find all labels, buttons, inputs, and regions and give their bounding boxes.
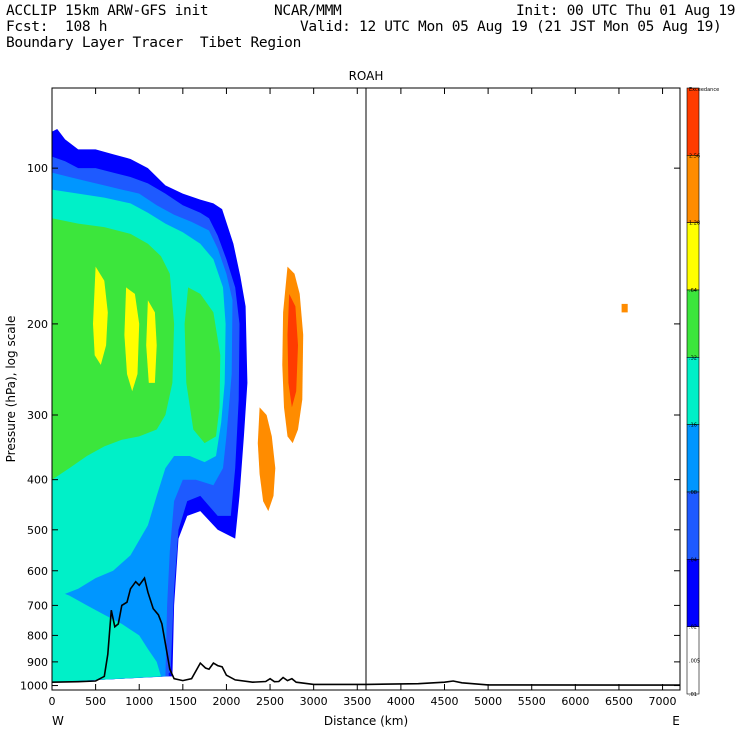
tracer-contour-fills — [52, 129, 628, 683]
model-title: ACCLIP 15km ARW-GFS init — [6, 3, 209, 19]
colorbar-label: Exceedance — [689, 87, 719, 93]
y-tick-label: 400 — [27, 474, 48, 487]
east-label: E — [672, 714, 680, 728]
y-axis-label: Pressure (hPa), log scale — [4, 316, 18, 463]
colorbar-swatch — [686, 491, 700, 560]
colorbar-swatch — [686, 626, 700, 695]
x-tick-label: 0 — [49, 695, 56, 708]
x-tick-label: 3500 — [343, 695, 371, 708]
y-tick-label: 900 — [27, 656, 48, 669]
y-tick-label: 700 — [27, 599, 48, 612]
y-tick-label: 500 — [27, 524, 48, 537]
y-tick-label: 600 — [27, 565, 48, 578]
x-axis-label: Distance (km) — [324, 714, 408, 728]
x-tick-label: 6500 — [605, 695, 633, 708]
tracer-region-13 — [257, 407, 276, 512]
chart-title: ROAH — [349, 69, 384, 83]
colorbar-swatch — [686, 424, 700, 493]
tracer-region-11 — [146, 300, 157, 383]
colorbar-label: .02 — [689, 625, 697, 631]
colorbar-label: .005 — [689, 658, 700, 664]
tracer-region-14 — [621, 303, 628, 313]
tracer-region-8 — [184, 287, 221, 444]
colorbar-label: .32 — [689, 355, 697, 361]
y-axis-ticks: 100 200 300 400 500 600 700 800 900 1000 — [20, 162, 680, 693]
colorbar-swatch — [686, 222, 700, 291]
x-tick-label: 2500 — [256, 695, 284, 708]
colorbar-label: .16 — [689, 423, 697, 429]
valid-time: Valid: 12 UTC Mon 05 Aug 19 (21 JST Mon … — [300, 19, 722, 35]
x-tick-label: 7000 — [649, 695, 677, 708]
y-tick-label: 200 — [27, 318, 48, 331]
colorbar-label: .01 — [689, 692, 697, 698]
x-tick-label: 1500 — [169, 695, 197, 708]
init-time: Init: 00 UTC Thu 01 Aug 19 — [516, 3, 736, 19]
organization: NCAR/MMM — [274, 3, 342, 19]
y-tick-label: 1000 — [20, 680, 48, 693]
x-tick-label: 4500 — [431, 695, 459, 708]
x-tick-label: 1000 — [125, 695, 153, 708]
colorbar: Exceedance 2.56 1.28 .64 .32 .16 .08 .04 .02 .01.… — [686, 87, 719, 698]
field-title: Boundary Layer Tracer Tibet Region — [6, 35, 302, 51]
colorbar-label: 1.28 — [689, 221, 700, 227]
plot-frame — [51, 87, 681, 691]
y-tick-label: 300 — [27, 409, 48, 422]
tracer-region-6 — [52, 588, 161, 683]
colorbar-label: 2.56 — [689, 153, 700, 159]
x-tick-label: 500 — [85, 695, 106, 708]
forecast-hour: Fcst: 108 h — [6, 19, 108, 35]
terrain-line — [52, 576, 680, 686]
x-tick-label: 2000 — [212, 695, 240, 708]
x-tick-label: 5500 — [518, 695, 546, 708]
colorbar-swatch — [686, 87, 700, 156]
colorbar-swatch — [686, 289, 700, 358]
tracer-region-7 — [52, 218, 175, 480]
colorbar-swatch — [686, 357, 700, 425]
tracer-region-15 — [287, 293, 298, 408]
x-tick-label: 3000 — [300, 695, 328, 708]
tracer-region-9 — [93, 266, 108, 365]
colorbar-swatch — [686, 559, 700, 627]
colorbar-label: .64 — [689, 288, 697, 294]
colorbar-swatch — [686, 155, 700, 223]
west-label: W — [52, 714, 64, 728]
x-tick-label: 4000 — [387, 695, 415, 708]
tracer-region-10 — [124, 287, 140, 392]
colorbar-label: .04 — [689, 557, 697, 563]
x-tick-label: 6000 — [561, 695, 589, 708]
x-tick-label: 5000 — [474, 695, 502, 708]
colorbar-label: .08 — [689, 490, 697, 496]
y-tick-label: 800 — [27, 629, 48, 642]
x-axis-ticks: 0 500 1000 1500 2000 2500 3000 3500 4000 4500 5000… — [49, 88, 677, 708]
y-tick-label: 100 — [27, 162, 48, 175]
